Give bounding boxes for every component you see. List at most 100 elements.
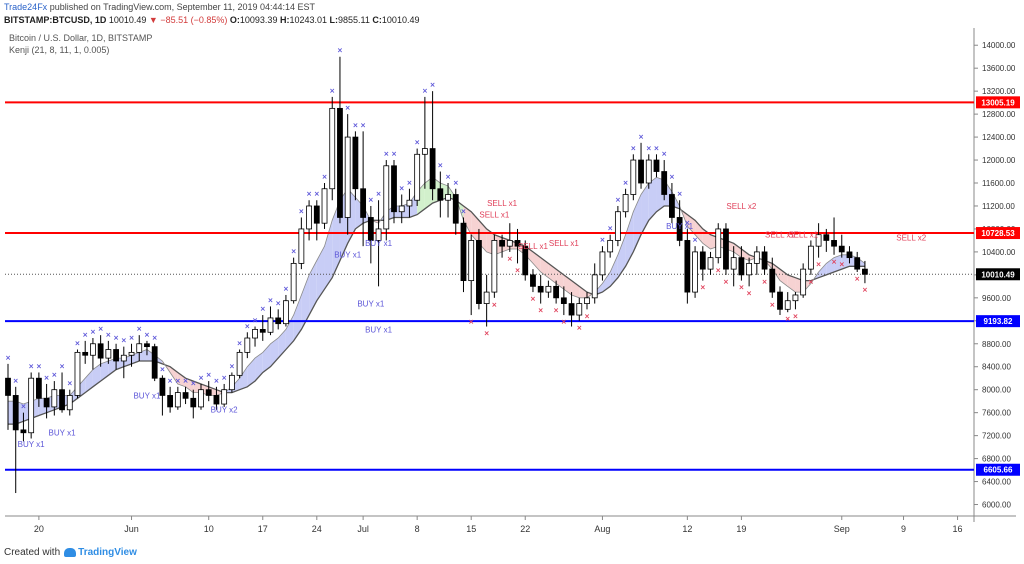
x-tick-label: 19 bbox=[736, 524, 746, 534]
buy-marker: × bbox=[98, 325, 104, 333]
candle-body bbox=[476, 240, 482, 304]
y-tick-label: 7600.00 bbox=[982, 409, 1011, 418]
ma-cloud-segment bbox=[463, 205, 472, 235]
candle-body bbox=[699, 251, 706, 270]
candle-body bbox=[275, 317, 282, 325]
buy-marker: × bbox=[437, 162, 443, 170]
signal-label: SELL x1 bbox=[549, 239, 579, 248]
candle-body bbox=[838, 245, 845, 253]
buy-marker: × bbox=[692, 236, 698, 244]
buy-marker: × bbox=[600, 236, 606, 244]
tradingview-brand[interactable]: TradingView bbox=[78, 547, 137, 558]
signal-label: BUY x1 bbox=[365, 239, 393, 248]
last-price: 10010.49 bbox=[108, 15, 147, 25]
candle-body bbox=[614, 211, 621, 241]
candle-body bbox=[267, 317, 274, 333]
sell-marker: × bbox=[738, 284, 744, 292]
x-tick-label: 22 bbox=[520, 524, 530, 534]
y-tick-label: 11600.00 bbox=[982, 179, 1015, 188]
publish-info: Trade24Fx published on TradingView.com, … bbox=[4, 2, 315, 12]
candle-body bbox=[545, 285, 552, 293]
candle-body bbox=[20, 429, 27, 434]
sell-marker: × bbox=[507, 255, 513, 263]
candle-body bbox=[506, 240, 513, 247]
y-tick-label: 12800.00 bbox=[982, 110, 1016, 119]
candle-body bbox=[252, 329, 258, 339]
candle-body bbox=[669, 194, 675, 218]
buy-marker: × bbox=[654, 144, 660, 152]
buy-marker: × bbox=[67, 380, 73, 388]
candle-body bbox=[514, 240, 521, 247]
buy-marker: × bbox=[630, 144, 636, 152]
footer: Created with TradingView bbox=[4, 547, 137, 558]
buy-marker: × bbox=[268, 296, 274, 304]
candle-body bbox=[329, 107, 336, 190]
buy-marker: × bbox=[13, 377, 19, 385]
candle-body bbox=[43, 397, 50, 408]
sell-marker: × bbox=[862, 286, 868, 294]
ma-cloud-segment bbox=[239, 366, 248, 390]
sell-marker: × bbox=[553, 307, 559, 315]
candle-body bbox=[676, 217, 683, 241]
candle-body bbox=[198, 389, 204, 408]
sell-marker: × bbox=[723, 278, 729, 286]
ma-cloud-segment bbox=[92, 363, 101, 387]
symbol: BITSTAMP:BTCUSD, 1D bbox=[4, 15, 107, 25]
ma-cloud-segment bbox=[285, 315, 294, 350]
y-tick-label: 10400.00 bbox=[982, 248, 1016, 257]
ma-cloud-segment bbox=[625, 211, 634, 267]
buy-marker: × bbox=[244, 322, 250, 330]
candle-body bbox=[761, 251, 768, 270]
candle-body bbox=[692, 251, 698, 293]
x-tick-label: Aug bbox=[594, 524, 610, 534]
candle-body bbox=[599, 251, 606, 276]
signal-label: BUY x1 bbox=[666, 222, 694, 231]
x-tick-label: Sep bbox=[834, 524, 850, 534]
price-chart[interactable]: 6000.00 6400.00 6800.00 7200.00 7600.00 8000.… bbox=[0, 0, 1024, 545]
candle-body bbox=[491, 240, 498, 293]
y-tick-label: 6800.00 bbox=[982, 455, 1011, 464]
candle-body bbox=[151, 346, 158, 379]
buy-marker: × bbox=[376, 190, 382, 198]
x-tick-label: 20 bbox=[34, 524, 44, 534]
candle-body bbox=[421, 148, 428, 155]
candle-body bbox=[576, 303, 583, 316]
sell-marker: × bbox=[584, 312, 590, 320]
ma-cloud-segment bbox=[826, 257, 835, 275]
buy-marker: × bbox=[260, 305, 266, 313]
buy-marker: × bbox=[453, 179, 459, 187]
y-tick-label: 12000.00 bbox=[982, 156, 1016, 165]
price-change: ▼ −85.51 (−0.85%) bbox=[148, 15, 228, 25]
candle-body bbox=[846, 251, 853, 259]
candle-body bbox=[661, 171, 668, 195]
buy-marker: × bbox=[646, 144, 652, 152]
sell-marker: × bbox=[746, 289, 752, 297]
buy-marker: × bbox=[345, 104, 351, 112]
y-tick-label: 9600.00 bbox=[982, 294, 1011, 303]
buy-marker: × bbox=[298, 207, 304, 215]
x-tick-label: 24 bbox=[312, 524, 322, 534]
buy-marker: × bbox=[430, 81, 436, 89]
buy-marker: × bbox=[461, 207, 467, 215]
level-price-label: 6605.66 bbox=[984, 466, 1013, 475]
candle-body bbox=[321, 188, 328, 224]
signal-label: SELL x2 bbox=[726, 202, 756, 211]
sell-marker: × bbox=[839, 261, 845, 269]
buy-marker: × bbox=[360, 121, 366, 129]
buy-marker: × bbox=[684, 219, 690, 227]
buy-marker: × bbox=[129, 334, 135, 342]
sell-marker: × bbox=[816, 261, 822, 269]
candle-body bbox=[653, 159, 660, 172]
low-label: L: bbox=[329, 15, 339, 25]
buy-marker: × bbox=[28, 362, 34, 370]
ma-cloud-segment bbox=[610, 254, 618, 287]
buy-marker: × bbox=[391, 150, 397, 158]
candle-body bbox=[97, 343, 104, 359]
candle-body bbox=[468, 240, 475, 282]
indicator-label: Kenji (21, 8, 11, 1, 0.005) bbox=[9, 45, 110, 55]
buy-marker: × bbox=[21, 403, 27, 411]
level-price-label: 13005.19 bbox=[981, 98, 1015, 107]
candle-body bbox=[607, 240, 614, 253]
ma-cloud-segment bbox=[170, 366, 178, 384]
candle-body bbox=[205, 389, 212, 396]
